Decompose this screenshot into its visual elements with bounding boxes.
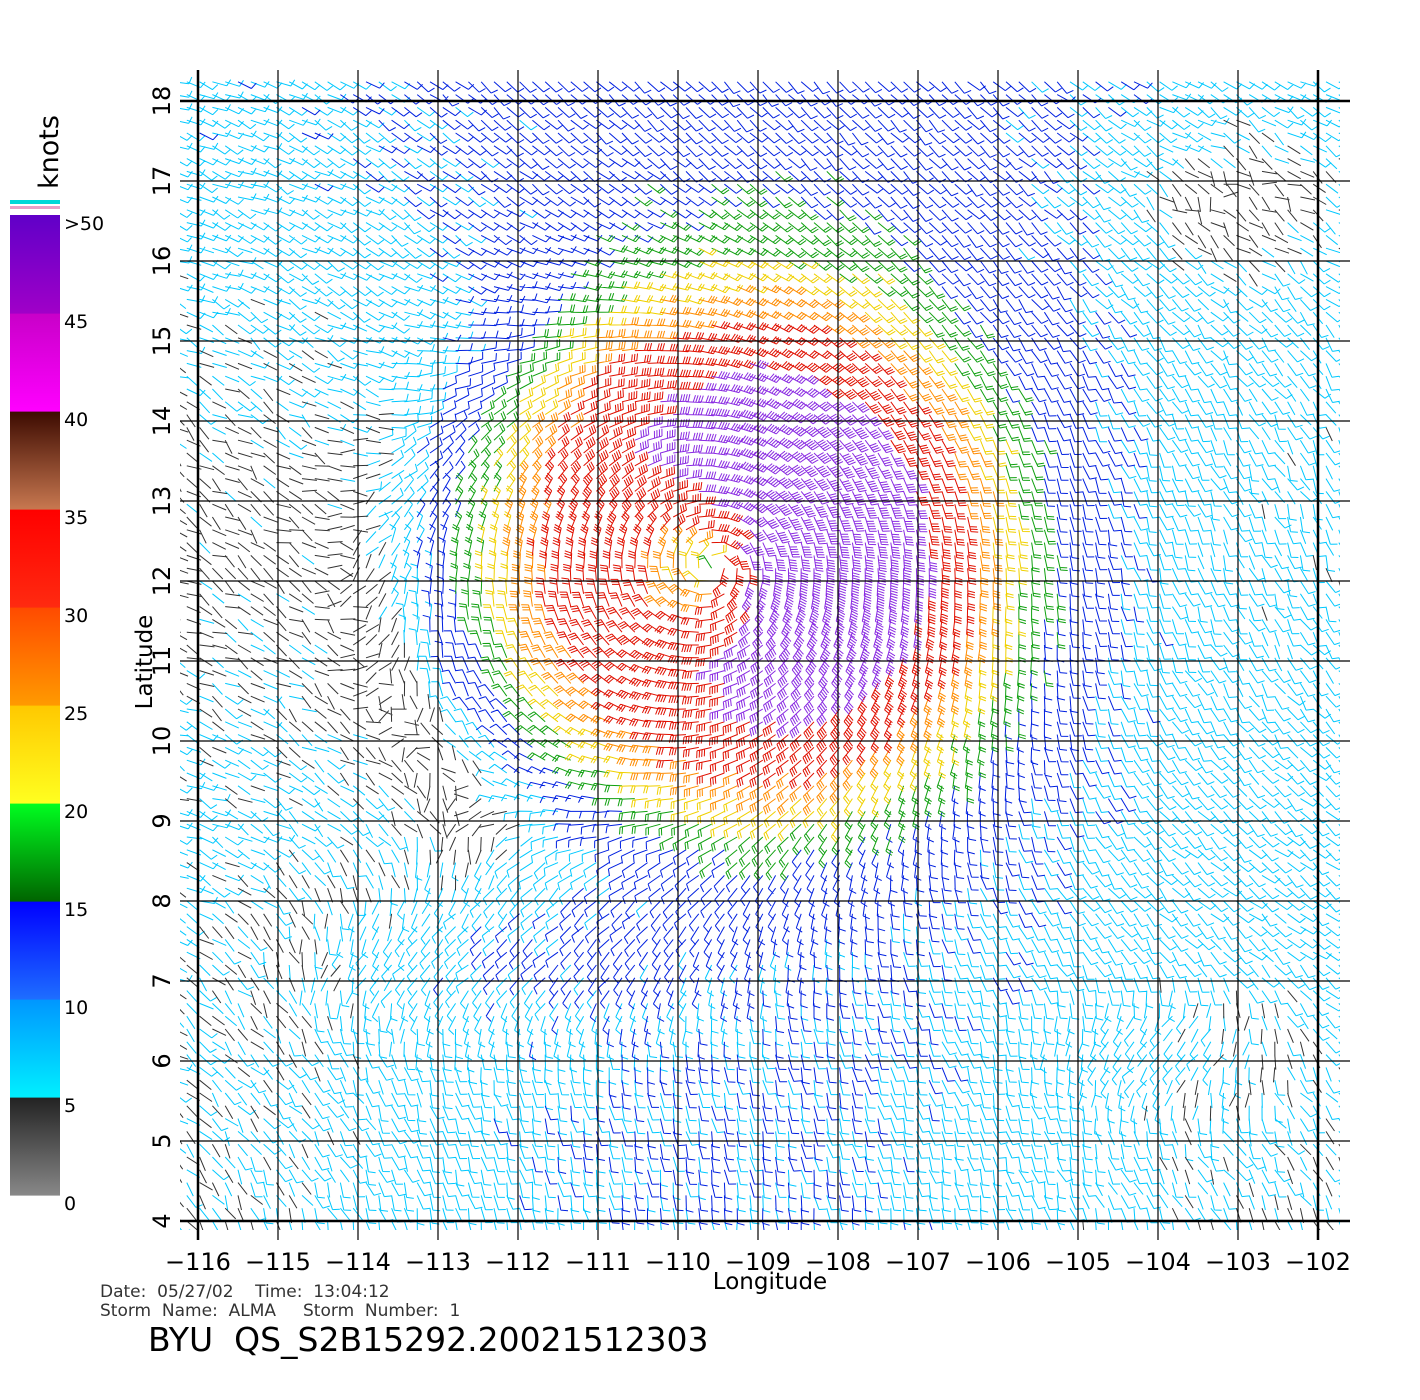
wind-barb-group (502, 284, 1005, 816)
x-tick-label: −114 (325, 1248, 391, 1276)
colorbar-tick-label: 5 (64, 1095, 76, 1117)
x-tick-label: −110 (645, 1248, 711, 1276)
x-axis-label: Longitude (713, 1269, 827, 1295)
date-time-line: Date: 05/27/02 Time: 13:04:12 (100, 1282, 390, 1302)
colorbar-band (10, 313, 60, 412)
x-tick-label: −112 (485, 1248, 551, 1276)
colorbar-tick-label: 15 (64, 899, 88, 921)
y-tick-label: 11 (148, 646, 176, 677)
colorbar-tick-label: 10 (64, 997, 88, 1019)
colorbar-band (10, 1097, 60, 1196)
grid-lines (180, 70, 1350, 1240)
wind-barb-group (526, 321, 979, 791)
plot-area: −116 −115 −114 −113 −112 −111 −110 −109 −108 −107… (148, 70, 1351, 1276)
x-tick-label: −111 (565, 1248, 631, 1276)
colorbar-band (10, 411, 60, 510)
x-tick-label: −104 (1125, 1248, 1191, 1276)
y-tick-label: 18 (148, 86, 176, 117)
x-tick-label: −106 (965, 1248, 1031, 1276)
wind-barbs (180, 76, 1340, 1230)
colorbar-band (10, 999, 60, 1098)
colorbar-band (10, 705, 60, 804)
colorbar-band (10, 509, 60, 608)
x-tick-label: −108 (805, 1248, 871, 1276)
wind-barb-group (180, 76, 1340, 1230)
y-tick-label: 13 (148, 486, 176, 517)
y-axis-label: Latitude (132, 615, 158, 710)
wind-barb-group (199, 81, 1174, 1230)
product-id: BYU QS_S2B15292.20021512303 (148, 1320, 709, 1359)
storm-name-line: Storm Name: ALMA Storm Number: 1 (100, 1301, 460, 1321)
x-tick-label: −113 (405, 1248, 471, 1276)
x-tick-label: −105 (1045, 1248, 1111, 1276)
y-tick-label: 17 (148, 166, 176, 197)
x-tick-label: −109 (725, 1248, 791, 1276)
colorbar-tick-label: 40 (64, 409, 88, 431)
colorbar-band (10, 607, 60, 706)
colorbar-tick-labels: 0 5 10 15 20 25 30 35 40 45 >50 (64, 213, 104, 1215)
y-tick-labels: 4 5 6 7 8 9 10 11 12 13 14 15 16 17 18 (148, 86, 176, 1229)
y-tick-label: 10 (148, 726, 176, 757)
x-tick-label: −102 (1285, 1248, 1351, 1276)
y-tick-label: 5 (148, 1133, 176, 1148)
colorbar-band (10, 803, 60, 902)
colorbar-tick-label: 45 (64, 311, 88, 333)
y-tick-label: 7 (148, 973, 176, 988)
colorbar-tick-label: >50 (64, 213, 104, 235)
x-tick-label: −103 (1205, 1248, 1271, 1276)
x-tick-label: −115 (245, 1248, 311, 1276)
y-tick-label: 6 (148, 1053, 176, 1068)
y-tick-label: 14 (148, 406, 176, 437)
colorbar-bands (10, 215, 60, 1196)
x-tick-label: −107 (885, 1248, 951, 1276)
y-tick-label: 8 (148, 893, 176, 908)
colorbar-tick-label: 30 (64, 605, 88, 627)
colorbar-band (10, 901, 60, 1000)
y-tick-label: 16 (148, 246, 176, 277)
wind-barb-group (180, 119, 1340, 1230)
wind-barb-group (474, 247, 1030, 843)
colorbar-tick-label: 20 (64, 801, 88, 823)
y-tick-label: 4 (148, 1213, 176, 1228)
colorbar-band (10, 215, 60, 314)
colorbar-tick-label: 25 (64, 703, 88, 725)
y-tick-label: 12 (148, 566, 176, 597)
x-tick-label: −116 (165, 1248, 231, 1276)
x-tick-labels: −116 −115 −114 −113 −112 −111 −110 −109 −108 −107… (165, 1248, 1351, 1276)
colorbar-cap-cyan (10, 200, 60, 204)
wind-barb-group (634, 359, 938, 739)
colorbar-title: knots (34, 115, 65, 189)
colorbar-tick-label: 35 (64, 507, 88, 529)
colorbar-tick-label: 0 (64, 1193, 76, 1215)
y-tick-label: 15 (148, 326, 176, 357)
colorbar-cap-pink (10, 206, 60, 209)
colorbar: knots 0 5 10 15 20 25 30 35 40 45 >50 (10, 115, 104, 1215)
y-tick-label: 9 (148, 813, 176, 828)
